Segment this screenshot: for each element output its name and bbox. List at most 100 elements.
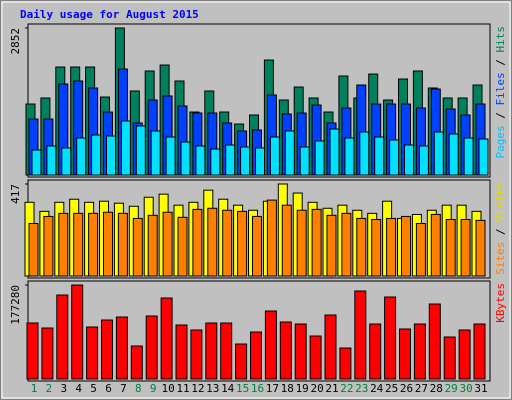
bar bbox=[132, 217, 143, 277]
bar bbox=[255, 147, 265, 176]
bar bbox=[58, 212, 69, 277]
bar bbox=[384, 296, 397, 380]
bar bbox=[314, 140, 325, 176]
x-tick-label: 13 bbox=[206, 382, 219, 395]
bar bbox=[76, 137, 87, 176]
bar bbox=[237, 210, 248, 277]
bar bbox=[207, 207, 218, 277]
bar bbox=[73, 212, 84, 277]
x-tick-label: 27 bbox=[415, 382, 428, 395]
x-tick-label: 31 bbox=[474, 382, 487, 395]
bar bbox=[264, 310, 277, 380]
bar bbox=[329, 128, 340, 176]
bar bbox=[415, 222, 426, 277]
x-tick-label: 1 bbox=[31, 382, 38, 395]
bar bbox=[284, 130, 295, 176]
y-tick-label: 417 bbox=[9, 184, 22, 204]
legend: KBytes bbox=[494, 283, 507, 323]
x-tick-label: 9 bbox=[150, 382, 157, 395]
legend-entry: Sites bbox=[494, 242, 507, 275]
bar bbox=[165, 136, 176, 176]
bar bbox=[309, 335, 322, 380]
legend-separator: / bbox=[494, 106, 507, 126]
bar bbox=[369, 323, 382, 380]
legend-entry: Files bbox=[494, 72, 507, 105]
bar bbox=[180, 141, 191, 176]
x-tick-label: 3 bbox=[60, 382, 67, 395]
bar bbox=[250, 331, 262, 380]
x-tick-label: 22 bbox=[340, 382, 353, 395]
bar bbox=[91, 134, 102, 176]
x-tick-label: 14 bbox=[221, 382, 235, 395]
bar bbox=[448, 133, 459, 176]
bar bbox=[252, 215, 262, 277]
bar bbox=[56, 294, 69, 380]
bar bbox=[339, 347, 352, 380]
bar bbox=[341, 212, 352, 277]
bar bbox=[103, 211, 113, 277]
legend-entry: Hits bbox=[494, 26, 507, 53]
legend: Pages / Files / Hits bbox=[494, 26, 507, 159]
bar bbox=[266, 199, 277, 277]
bar bbox=[150, 130, 161, 176]
bar bbox=[130, 345, 143, 380]
x-tick-label: 10 bbox=[161, 382, 174, 395]
bar bbox=[235, 343, 248, 380]
x-tick-label: 6 bbox=[105, 382, 112, 395]
bar bbox=[430, 213, 441, 277]
bar bbox=[443, 336, 456, 380]
bar bbox=[43, 215, 54, 277]
x-tick-label: 25 bbox=[385, 382, 398, 395]
legend-separator: / bbox=[494, 222, 507, 242]
bar bbox=[145, 315, 158, 380]
bar bbox=[175, 324, 188, 380]
bar bbox=[354, 290, 367, 380]
legend: Sites / Visits bbox=[494, 182, 507, 275]
bar bbox=[26, 322, 39, 380]
bar bbox=[220, 322, 233, 380]
bar bbox=[296, 209, 307, 277]
x-tick-label: 4 bbox=[75, 382, 82, 395]
legend-separator: / bbox=[494, 53, 507, 73]
bar bbox=[311, 208, 322, 277]
bar bbox=[404, 144, 414, 176]
x-tick-label: 7 bbox=[120, 382, 127, 395]
bar bbox=[399, 328, 411, 380]
bar bbox=[433, 131, 444, 176]
x-tick-label: 16 bbox=[251, 382, 264, 395]
bar bbox=[473, 323, 486, 380]
bar bbox=[463, 137, 474, 176]
bar bbox=[88, 212, 99, 277]
bar bbox=[71, 284, 84, 380]
bar bbox=[428, 303, 441, 380]
bar bbox=[401, 215, 411, 277]
bar bbox=[269, 136, 280, 176]
bar bbox=[177, 216, 188, 277]
x-tick-label: 26 bbox=[400, 382, 413, 395]
bar bbox=[190, 329, 203, 380]
x-tick-label: 2 bbox=[46, 382, 53, 395]
bar bbox=[61, 147, 72, 176]
bar bbox=[458, 329, 471, 380]
bar bbox=[374, 136, 385, 176]
x-tick-label: 12 bbox=[191, 382, 204, 395]
x-tick-label: 23 bbox=[355, 382, 368, 395]
x-tick-label: 20 bbox=[310, 382, 323, 395]
legend-entry: KBytes bbox=[494, 283, 507, 323]
bar bbox=[101, 319, 113, 380]
bar bbox=[386, 217, 397, 277]
x-tick-label: 21 bbox=[325, 382, 338, 395]
bar bbox=[195, 145, 206, 176]
bar bbox=[135, 125, 146, 176]
bar bbox=[371, 219, 382, 277]
bar bbox=[160, 297, 173, 380]
bar bbox=[413, 323, 426, 380]
bar bbox=[41, 327, 54, 380]
bar bbox=[294, 323, 307, 380]
bar bbox=[389, 139, 400, 176]
bar bbox=[418, 145, 429, 176]
legend-entry: Pages bbox=[494, 125, 507, 158]
x-tick-label: 28 bbox=[430, 382, 443, 395]
bar bbox=[120, 120, 131, 176]
